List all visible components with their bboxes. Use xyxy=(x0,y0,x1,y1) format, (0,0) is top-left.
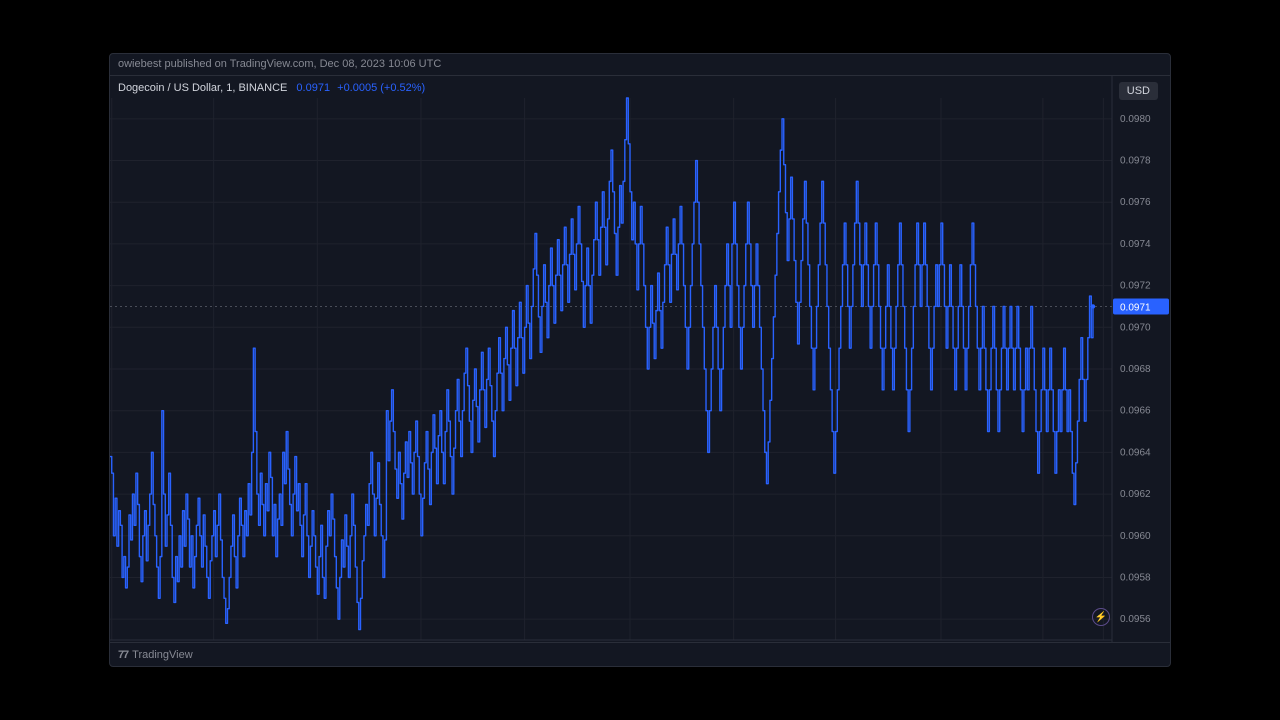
svg-text:0.0980: 0.0980 xyxy=(1120,114,1151,125)
lightning-icon[interactable]: ⚡ xyxy=(1092,608,1110,626)
svg-text:0.0958: 0.0958 xyxy=(1120,572,1151,583)
price-change: +0.0005 (+0.52%) xyxy=(337,82,425,94)
svg-text:0.0960: 0.0960 xyxy=(1120,531,1151,542)
svg-text:0.0970: 0.0970 xyxy=(1120,322,1151,333)
tradingview-logo-icon: 7 7 xyxy=(118,649,128,661)
last-price: 0.0971 xyxy=(296,82,330,94)
symbol-info: Dogecoin / US Dollar, 1, BINANCE 0.0971 … xyxy=(118,82,425,94)
chart-area[interactable]: 0.0956 0.0958 0.0960 0.0962 0.0964 0.0966 0.09… xyxy=(110,76,1170,642)
price-chart[interactable]: 0.0956 0.0958 0.0960 0.0962 0.0964 0.0966 0.09… xyxy=(110,76,1170,642)
tradingview-brand: TradingView xyxy=(132,649,193,661)
svg-text:0.0976: 0.0976 xyxy=(1120,197,1151,208)
currency-badge[interactable]: USD xyxy=(1119,82,1158,100)
footer-bar: 7 7 TradingView xyxy=(110,642,1170,666)
svg-text:0.0964: 0.0964 xyxy=(1120,447,1151,458)
svg-text:0.0966: 0.0966 xyxy=(1120,406,1151,417)
svg-text:0.0962: 0.0962 xyxy=(1120,489,1151,500)
published-text: owiebest published on TradingView.com, D… xyxy=(118,58,441,70)
svg-text:0.0971: 0.0971 xyxy=(1120,302,1151,313)
chart-panel: owiebest published on TradingView.com, D… xyxy=(109,53,1171,667)
svg-text:0.0978: 0.0978 xyxy=(1120,156,1151,167)
symbol-pair: Dogecoin / US Dollar, 1, BINANCE xyxy=(118,82,287,94)
svg-text:0.0968: 0.0968 xyxy=(1120,364,1151,375)
svg-text:0.0956: 0.0956 xyxy=(1120,614,1151,625)
svg-text:0.0974: 0.0974 xyxy=(1120,239,1151,250)
published-by-bar: owiebest published on TradingView.com, D… xyxy=(110,54,1170,76)
svg-text:0.0972: 0.0972 xyxy=(1120,281,1151,292)
